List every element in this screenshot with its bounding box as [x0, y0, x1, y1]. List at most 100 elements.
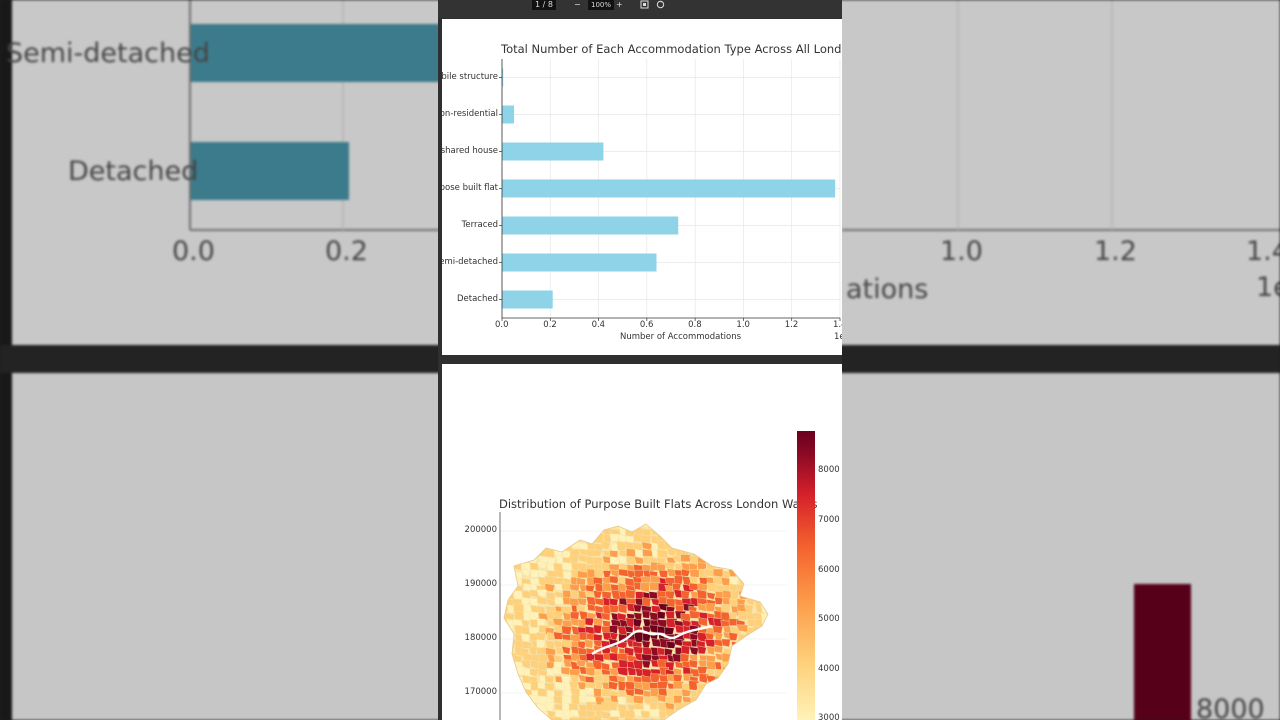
colorbar-tick-label: 4000	[818, 664, 840, 674]
ward-cell	[696, 524, 707, 532]
ward-cell	[731, 668, 743, 679]
ward-cell	[512, 715, 522, 720]
ward-cell	[760, 682, 768, 692]
ward-cell	[745, 655, 755, 664]
ward-cell	[504, 568, 508, 578]
ward-cell	[705, 524, 715, 528]
ward-cell	[754, 716, 765, 720]
fit-page-icon[interactable]	[640, 0, 649, 10]
ward-cell	[681, 688, 692, 697]
ward-cell	[770, 557, 779, 566]
ward-cell	[505, 542, 515, 551]
ward-cell	[576, 659, 587, 668]
ward-cell	[705, 696, 716, 705]
ward-cell	[769, 529, 779, 536]
ward-cell	[752, 584, 762, 595]
ward-cell	[529, 709, 540, 718]
ward-cell	[594, 568, 604, 578]
ward-cell	[720, 715, 730, 720]
ward-cell	[688, 528, 698, 537]
zoom-out-button[interactable]: −	[574, 0, 581, 9]
ward-cell	[744, 556, 754, 567]
ward-cell	[769, 577, 778, 587]
ward-cell	[522, 710, 532, 719]
ward-cell	[504, 688, 506, 699]
ward-cell	[760, 687, 768, 698]
x-tick-label: 0.6	[639, 320, 654, 330]
ward-cell	[505, 696, 515, 706]
x-tick-label: 0.2	[543, 320, 557, 330]
rotate-icon[interactable]	[656, 0, 665, 10]
ward-cell	[617, 680, 627, 691]
ward-cell	[689, 703, 699, 714]
ward-cell	[545, 536, 556, 547]
background-tick-1-2: 1.2	[1094, 236, 1137, 267]
ward-cell	[546, 529, 558, 539]
ward-cell	[584, 639, 594, 649]
ward-cell	[577, 709, 589, 718]
ward-cell	[752, 688, 762, 699]
ward-cell	[656, 548, 668, 559]
ward-cell	[617, 696, 626, 705]
ward-cell	[721, 549, 731, 558]
ward-cell	[769, 696, 778, 706]
ward-cell	[769, 682, 780, 690]
ward-cell	[706, 592, 716, 600]
river-thames	[591, 624, 713, 656]
ward-cell	[720, 711, 730, 720]
ward-cell	[729, 554, 740, 564]
ward-cell	[609, 604, 620, 613]
ward-cell	[769, 660, 778, 670]
ward-cell	[504, 585, 506, 596]
ward-cell	[505, 711, 516, 720]
ward-cell	[721, 696, 732, 706]
zoom-in-button[interactable]: +	[616, 0, 623, 9]
ward-cell	[505, 515, 514, 523]
ward-cell	[522, 526, 532, 537]
bar-semi-detached	[502, 253, 657, 272]
ward-cell	[730, 675, 742, 685]
ward-cell	[721, 702, 731, 713]
ward-cell	[704, 709, 716, 720]
zoom-value[interactable]: 100%	[588, 0, 615, 10]
category-label: Detached	[456, 293, 498, 304]
ward-cell	[698, 708, 709, 719]
ward-cell	[504, 547, 507, 556]
background-colorbar-value: 8000	[1196, 694, 1265, 720]
ward-cell	[554, 583, 564, 592]
ward-cell	[633, 659, 644, 670]
ward-cell	[770, 648, 780, 656]
background-tick-0-2: 0.2	[325, 236, 368, 267]
pdf-viewer: 1 / 8 − 100% + Total Number of Each Acco…	[438, 0, 842, 720]
ward-cell	[504, 524, 514, 529]
ward-cell	[521, 542, 533, 551]
ward-cell	[633, 524, 643, 528]
ward-cell	[761, 716, 768, 720]
ward-cell	[754, 514, 762, 522]
ward-cell	[504, 694, 509, 704]
ward-cell	[561, 645, 571, 655]
ward-cell	[562, 513, 571, 521]
ward-cell	[578, 528, 588, 538]
ward-cell	[521, 524, 532, 531]
ward-cell	[760, 674, 768, 685]
page-indicator[interactable]: 1 / 8	[532, 0, 556, 10]
ward-cell	[498, 514, 507, 523]
ward-cell	[769, 627, 779, 634]
ward-cell	[635, 514, 645, 524]
ward-cell	[585, 716, 597, 720]
x-tick-label: 1.2	[784, 320, 799, 330]
ward-cell	[577, 515, 585, 522]
ward-cell	[753, 640, 763, 650]
ward-cell	[752, 648, 762, 659]
ward-cell	[545, 598, 556, 607]
ward-cell	[746, 513, 755, 521]
ward-cell	[779, 676, 789, 684]
ward-cell	[552, 716, 564, 720]
ward-cell	[681, 528, 692, 538]
ward-cell	[777, 689, 785, 697]
ward-cell	[593, 687, 602, 699]
ward-cell	[634, 556, 644, 565]
ward-cell	[770, 521, 780, 531]
ward-cell	[747, 547, 757, 557]
